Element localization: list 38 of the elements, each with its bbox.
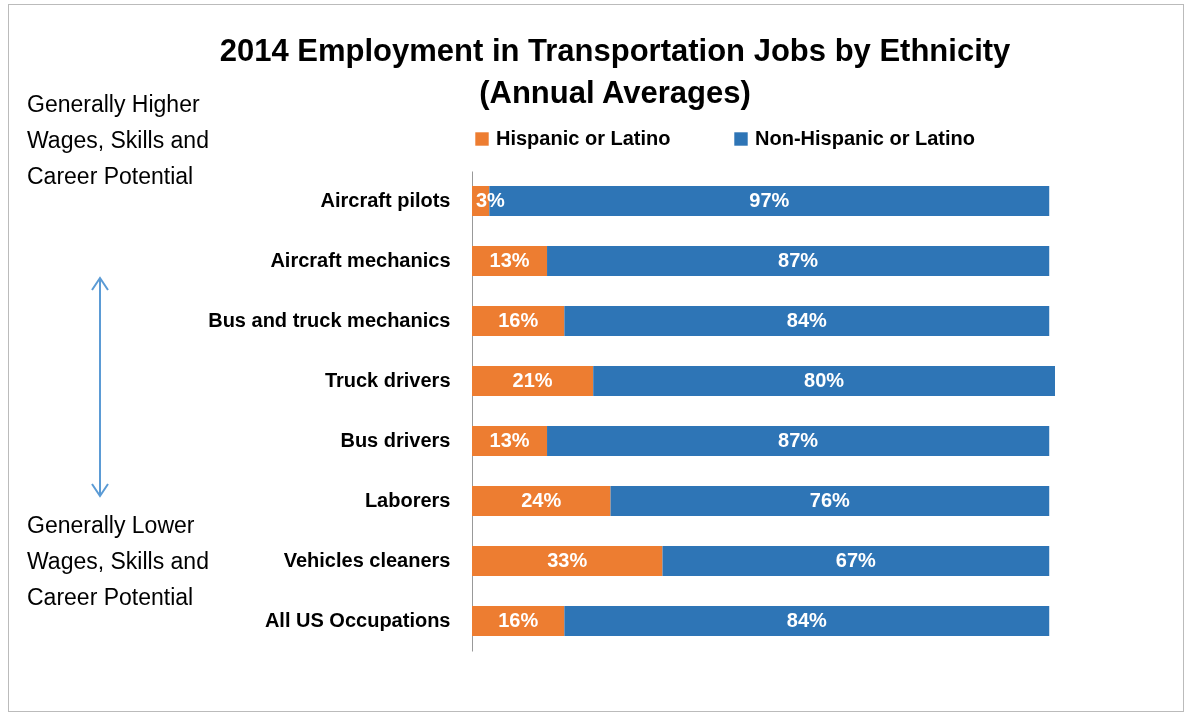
y-tick-label: Vehicles cleaners bbox=[283, 549, 451, 571]
bar bbox=[593, 366, 1055, 396]
data-label: 87% bbox=[778, 249, 819, 271]
bar bbox=[610, 486, 1050, 516]
y-tick-label: Truck drivers bbox=[324, 369, 451, 391]
data-label: 24% bbox=[521, 489, 562, 511]
data-label: 84% bbox=[786, 309, 828, 331]
text: Generally Lower Wages, Skills and Career Potential bbox=[27, 511, 210, 612]
data-label: 16% bbox=[498, 309, 539, 331]
y-tick-label: All US Occupations bbox=[264, 609, 451, 631]
data-label: 67% bbox=[835, 549, 877, 571]
text: Generally Higher Wages, Skills and Career Potential bbox=[27, 90, 210, 191]
bar bbox=[547, 246, 1050, 276]
data-label: 21% bbox=[512, 369, 553, 391]
bar bbox=[547, 426, 1050, 456]
bar bbox=[662, 546, 1050, 576]
data-label: 84% bbox=[786, 609, 828, 631]
bar bbox=[472, 486, 611, 516]
chart-title: 2014 Employment in Transportation Jobs by Ethnicity (Annual Averages) bbox=[218, 32, 1012, 112]
data-label: 80% bbox=[804, 369, 845, 391]
bar bbox=[472, 546, 663, 576]
bar bbox=[472, 366, 594, 396]
legend-label: Hispanic or Latino bbox=[496, 127, 671, 149]
y-tick-label: Bus and truck mechanics bbox=[208, 309, 451, 331]
data-label: 87% bbox=[778, 429, 819, 451]
bar bbox=[564, 606, 1050, 636]
y-tick-label: Aircraft pilots bbox=[320, 189, 451, 211]
y-tick-label: Laborers bbox=[364, 489, 451, 511]
data-label: 76% bbox=[809, 489, 851, 511]
y-tick-label: Aircraft mechanics bbox=[270, 249, 451, 271]
data-label: 13% bbox=[489, 429, 530, 451]
data-label: 16% bbox=[498, 609, 539, 631]
legend-label: Non-Hispanic or Latino bbox=[755, 127, 975, 149]
data-label: 13% bbox=[489, 249, 530, 271]
y-tick-label: Bus drivers bbox=[340, 429, 451, 451]
bar bbox=[564, 306, 1050, 336]
data-label: 97% bbox=[749, 189, 790, 211]
data-label: 33% bbox=[547, 549, 588, 571]
